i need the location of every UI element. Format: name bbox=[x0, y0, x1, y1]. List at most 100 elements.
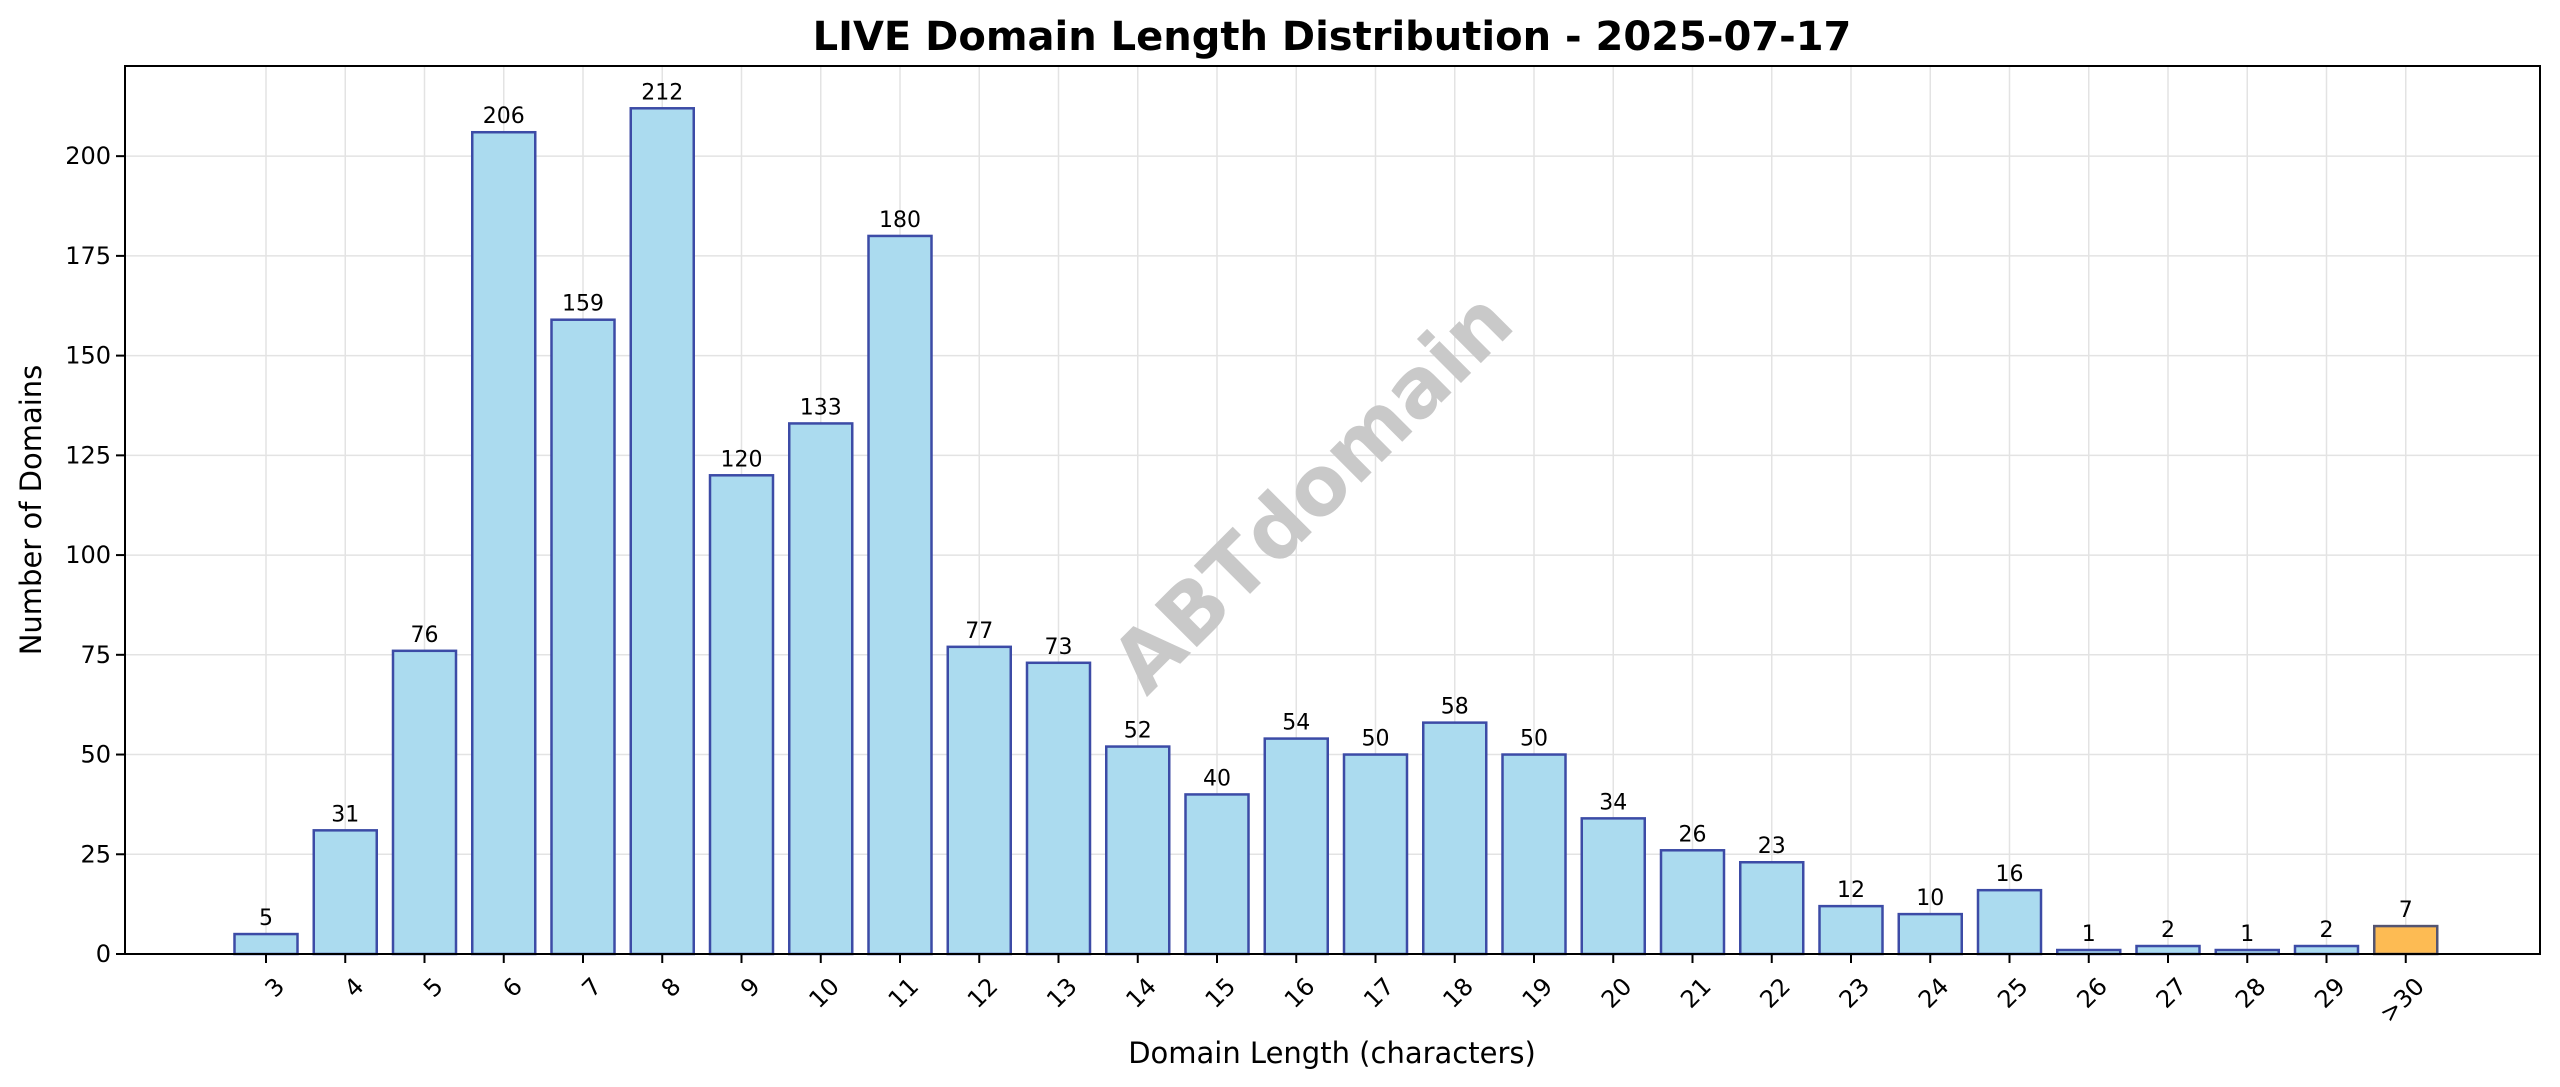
x-tick-label: 18 bbox=[1437, 972, 1478, 1013]
chart-title: LIVE Domain Length Distribution - 2025-0… bbox=[813, 14, 1852, 60]
x-tick-label: 25 bbox=[1992, 972, 2033, 1013]
bar-value-label: 159 bbox=[562, 292, 604, 317]
bar->30 bbox=[2373, 924, 2439, 956]
x-tick-label: 5 bbox=[418, 972, 449, 1003]
x-tick-label: 27 bbox=[2151, 972, 2192, 1013]
bar-23 bbox=[1818, 904, 1884, 956]
y-tick-label: 50 bbox=[80, 741, 111, 769]
x-tick-label: 23 bbox=[1834, 972, 1875, 1013]
bars bbox=[233, 107, 2439, 956]
bar-value-label: 5 bbox=[259, 906, 273, 931]
bar-11 bbox=[867, 234, 933, 956]
x-tick-label: 14 bbox=[1120, 972, 1161, 1013]
bar-value-label: 26 bbox=[1679, 822, 1707, 847]
bar-value-label: 1 bbox=[2240, 922, 2254, 947]
y-tick-label: 200 bbox=[65, 142, 111, 170]
bar-value-label: 133 bbox=[800, 395, 842, 420]
bar-12 bbox=[946, 645, 1012, 956]
bar-6 bbox=[471, 130, 537, 956]
plot-area-frame bbox=[124, 65, 2541, 955]
y-axis-ticks: 0 25 50 75 100 125 150 175 200 bbox=[65, 142, 125, 968]
x-tick-label: 12 bbox=[962, 972, 1003, 1013]
x-tick-label: 26 bbox=[2071, 972, 2112, 1013]
bar-24 bbox=[1897, 912, 1963, 956]
bar-value-label: 31 bbox=[331, 802, 359, 827]
y-axis-label: Number of Domains bbox=[14, 365, 48, 656]
bar-value-label: 50 bbox=[1520, 727, 1548, 752]
bar-value-label: 34 bbox=[1599, 790, 1627, 815]
bar-27 bbox=[2135, 944, 2201, 956]
bar-19 bbox=[1501, 753, 1567, 956]
x-tick-label: 20 bbox=[1596, 972, 1637, 1013]
bar-value-label: 12 bbox=[1837, 878, 1865, 903]
x-axis-ticks: 3 4 5 6 7 8 9 10 11 12 13 14 15 16 17 18 19 20 21 22 23 24 25 2… bbox=[260, 954, 2430, 1028]
bar-15 bbox=[1184, 793, 1250, 956]
x-tick-label: 10 bbox=[803, 972, 844, 1013]
x-tick-label: 9 bbox=[735, 972, 766, 1003]
bar-value-label: 7 bbox=[2399, 898, 2413, 923]
y-tick-label: 75 bbox=[80, 641, 111, 669]
bar-4 bbox=[312, 829, 378, 956]
bar-value-label: 120 bbox=[721, 447, 763, 472]
x-tick-label: 16 bbox=[1279, 972, 1320, 1013]
y-tick-label: 100 bbox=[65, 541, 111, 569]
x-tick-label: 17 bbox=[1358, 972, 1399, 1013]
x-tick-label: 4 bbox=[339, 972, 370, 1003]
x-tick-label: 21 bbox=[1675, 972, 1716, 1013]
x-tick-label: >30 bbox=[2374, 972, 2430, 1028]
bar-5 bbox=[391, 649, 458, 956]
x-tick-label: 15 bbox=[1200, 972, 1241, 1013]
bar-21 bbox=[1659, 849, 1726, 956]
bar-value-label: 58 bbox=[1441, 695, 1469, 720]
bar-value-labels: 5317620615921212013318077735240545058503… bbox=[259, 80, 2413, 947]
bar-value-label: 23 bbox=[1758, 834, 1786, 859]
bar-value-label: 2 bbox=[2161, 918, 2175, 943]
x-tick-label: 6 bbox=[497, 972, 528, 1003]
bar-14 bbox=[1105, 745, 1171, 956]
bar-9 bbox=[708, 474, 775, 956]
x-tick-label: 22 bbox=[1754, 972, 1795, 1013]
bar-7 bbox=[550, 318, 616, 956]
bar-20 bbox=[1580, 817, 1646, 956]
bar-value-label: 50 bbox=[1362, 727, 1390, 752]
bar-22 bbox=[1739, 860, 1805, 956]
x-tick-label: 8 bbox=[656, 972, 687, 1003]
x-tick-label: 3 bbox=[260, 972, 291, 1003]
bar-8 bbox=[629, 107, 695, 956]
bar-18 bbox=[1422, 721, 1488, 956]
y-tick-label: 150 bbox=[65, 342, 111, 370]
bar-25 bbox=[1976, 888, 2043, 956]
bar-value-label: 77 bbox=[965, 619, 993, 644]
bar-value-label: 40 bbox=[1203, 766, 1231, 791]
x-tick-label: 13 bbox=[1041, 972, 1082, 1013]
bar-value-label: 206 bbox=[483, 104, 525, 129]
x-tick-label: 11 bbox=[883, 972, 924, 1013]
y-tick-label: 125 bbox=[65, 441, 111, 469]
x-tick-label: 29 bbox=[2309, 972, 2350, 1013]
bar-value-label: 73 bbox=[1045, 635, 1073, 660]
x-axis-label: Domain Length (characters) bbox=[1128, 1036, 1536, 1070]
x-tick-label: 19 bbox=[1517, 972, 1558, 1013]
bar-value-label: 52 bbox=[1124, 719, 1152, 744]
bar-17 bbox=[1342, 753, 1409, 956]
bar-value-label: 54 bbox=[1282, 711, 1310, 736]
x-tick-label: 7 bbox=[577, 972, 608, 1003]
watermark-text: ABTdomain bbox=[1094, 274, 1532, 712]
bar-value-label: 1 bbox=[2082, 922, 2096, 947]
bar-value-label: 2 bbox=[2320, 918, 2334, 943]
bar-29 bbox=[2293, 944, 2360, 956]
bar-10 bbox=[788, 422, 854, 956]
bar-value-label: 16 bbox=[1996, 862, 2024, 887]
y-tick-label: 0 bbox=[96, 940, 111, 968]
bar-value-label: 76 bbox=[411, 623, 439, 648]
x-tick-label: 28 bbox=[2230, 972, 2271, 1013]
bar-value-label: 10 bbox=[1916, 886, 1944, 911]
bar-value-label: 180 bbox=[879, 208, 921, 233]
bar-13 bbox=[1025, 661, 1092, 956]
y-tick-label: 25 bbox=[80, 840, 111, 868]
bar-value-label: 212 bbox=[641, 80, 683, 105]
x-tick-label: 24 bbox=[1913, 972, 1954, 1013]
bar-3 bbox=[233, 932, 299, 956]
bar-16 bbox=[1263, 737, 1329, 956]
